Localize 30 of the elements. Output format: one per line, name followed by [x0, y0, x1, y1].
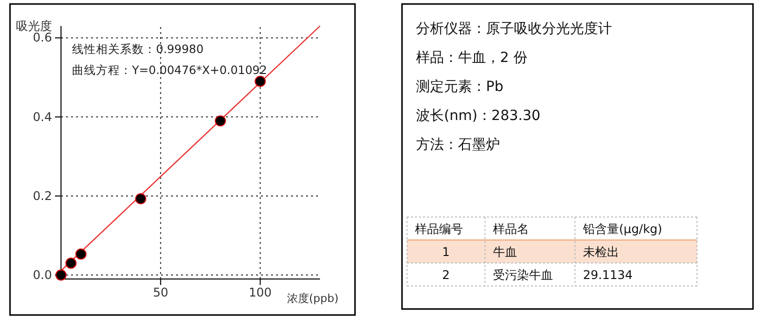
y-tick-label: 0.0: [32, 268, 52, 282]
y-tick-label: 0.2: [32, 188, 52, 203]
text: 测定元素：Pb: [416, 79, 504, 95]
text: 1: [442, 245, 450, 259]
y-tick-label: 0.4: [32, 110, 52, 124]
text: 样品编号: [415, 222, 463, 236]
point: [214, 115, 226, 126]
text: 未检出: [583, 245, 619, 259]
point: [65, 258, 77, 269]
text: 分析仪器：原子吸收分光光度计: [416, 21, 612, 37]
annotation: 线性相关系数：0.99980: [72, 42, 204, 56]
point: [254, 76, 266, 87]
point: [135, 193, 146, 204]
text: 铅含量(μg/kg): [582, 222, 662, 236]
x-tick-label: 100: [248, 286, 272, 300]
text: 牛血: [493, 245, 517, 259]
text: 方法：石墨炉: [416, 137, 500, 153]
text: 样品：牛血，2 份: [416, 50, 528, 66]
text: 受污染牛血: [493, 268, 553, 282]
text: 波长(nm)：283.30: [416, 108, 540, 124]
text: 样品名: [493, 222, 529, 236]
y-axis-title: 吸光度: [16, 19, 52, 33]
text: 29.1134: [583, 268, 633, 282]
point: [75, 248, 86, 260]
x-axis-title: 浓度(ppb): [287, 292, 339, 305]
text: 2: [442, 268, 450, 282]
y-tick-label: 0.6: [32, 30, 52, 45]
point: [55, 270, 67, 281]
annotation: 曲线方程：Y=0.00476*X+0.01092: [72, 63, 268, 77]
x-tick-label: 50: [152, 286, 168, 300]
